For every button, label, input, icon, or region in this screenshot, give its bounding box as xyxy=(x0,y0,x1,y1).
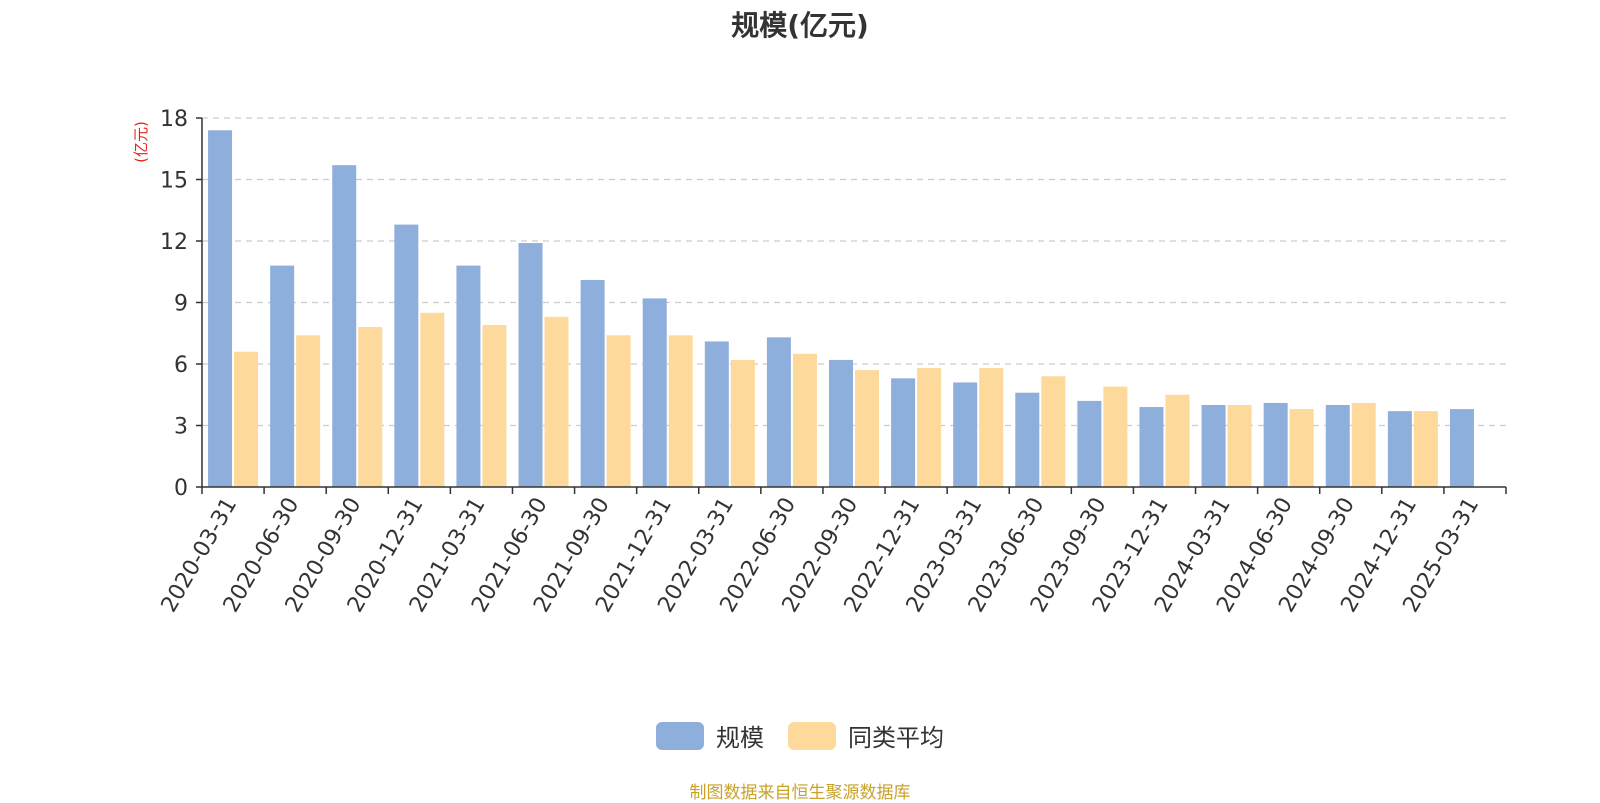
grid-lines xyxy=(202,117,1506,427)
y-tick-label: 12 xyxy=(160,230,188,255)
y-tick-label: 0 xyxy=(174,476,188,501)
bar-scale[interactable] xyxy=(394,224,419,487)
y-axis-label: (亿元) xyxy=(132,121,150,163)
y-tick-label: 6 xyxy=(174,353,188,378)
legend-item-scale[interactable]: 规模 xyxy=(656,718,764,753)
bar-scale[interactable] xyxy=(642,298,667,487)
bar-peer-average[interactable] xyxy=(1413,411,1438,487)
y-tick-label: 3 xyxy=(174,415,188,440)
bar-scale[interactable] xyxy=(1325,405,1350,487)
bar-peer-average[interactable] xyxy=(668,335,693,487)
bar-peer-average[interactable] xyxy=(855,370,879,487)
bar-peer-average[interactable] xyxy=(1351,402,1376,487)
bar-scale[interactable] xyxy=(829,359,853,487)
bars xyxy=(208,130,1474,488)
bar-scale[interactable] xyxy=(1387,411,1412,487)
y-tick-label: 18 xyxy=(160,107,188,132)
bar-peer-average[interactable] xyxy=(1103,386,1128,487)
bar-chart: 03691215182020-03-312020-06-302020-09-30… xyxy=(132,107,1507,617)
bar-scale[interactable] xyxy=(891,378,916,487)
bar-peer-average[interactable] xyxy=(544,316,569,487)
bar-peer-average[interactable] xyxy=(730,359,755,487)
bar-scale[interactable] xyxy=(580,279,605,487)
bar-scale[interactable] xyxy=(208,130,233,488)
legend: 规模 同类平均 xyxy=(0,718,1600,753)
bar-peer-average[interactable] xyxy=(358,327,383,487)
source-note: 制图数据来自恒生聚源数据库 xyxy=(689,783,911,803)
bar-peer-average[interactable] xyxy=(979,368,1004,487)
legend-swatch-peer-average xyxy=(788,721,836,750)
legend-swatch-scale xyxy=(656,721,704,750)
bar-peer-average[interactable] xyxy=(1041,376,1066,487)
bar-scale[interactable] xyxy=(1263,402,1288,487)
bar-scale[interactable] xyxy=(332,165,357,487)
y-tick-label: 9 xyxy=(174,292,188,317)
bar-peer-average[interactable] xyxy=(1289,409,1314,487)
bar-peer-average[interactable] xyxy=(792,353,817,487)
bar-peer-average[interactable] xyxy=(234,351,259,487)
bar-scale[interactable] xyxy=(1201,405,1226,487)
bar-peer-average[interactable] xyxy=(606,335,631,487)
bar-scale[interactable] xyxy=(518,243,543,487)
bar-scale[interactable] xyxy=(704,341,729,487)
bar-scale[interactable] xyxy=(456,265,481,487)
bar-scale[interactable] xyxy=(1077,400,1102,487)
legend-item-peer-average[interactable]: 同类平均 xyxy=(788,718,944,753)
bar-peer-average[interactable] xyxy=(296,335,321,487)
bar-peer-average[interactable] xyxy=(1227,405,1252,487)
bar-peer-average[interactable] xyxy=(482,325,507,487)
chart-title: 规模(亿元) xyxy=(731,9,869,42)
bar-peer-average[interactable] xyxy=(917,368,942,487)
bar-scale[interactable] xyxy=(1015,392,1040,487)
bar-peer-average[interactable] xyxy=(1165,394,1190,487)
y-tick-label: 15 xyxy=(160,169,188,194)
bar-scale[interactable] xyxy=(1449,409,1474,487)
legend-label-peer-average: 同类平均 xyxy=(848,724,944,752)
bar-peer-average[interactable] xyxy=(420,312,445,487)
bar-scale[interactable] xyxy=(270,265,295,487)
bar-scale[interactable] xyxy=(1139,407,1164,487)
bar-scale[interactable] xyxy=(953,382,978,487)
legend-label-scale: 规模 xyxy=(716,724,764,752)
bar-scale[interactable] xyxy=(766,337,791,487)
